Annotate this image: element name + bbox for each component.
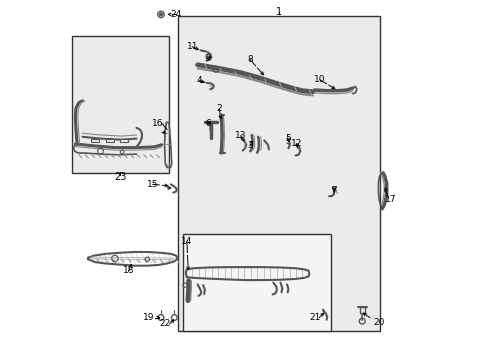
Text: 3: 3 bbox=[246, 141, 252, 150]
Text: 8: 8 bbox=[246, 55, 252, 64]
Bar bbox=[178, 16, 379, 331]
Bar bbox=[106, 139, 114, 142]
Text: 10: 10 bbox=[314, 76, 325, 85]
Text: 4: 4 bbox=[196, 76, 202, 85]
Bar bbox=[72, 36, 168, 173]
Text: 2: 2 bbox=[216, 104, 222, 113]
Text: 15: 15 bbox=[147, 180, 158, 189]
Text: 23: 23 bbox=[114, 172, 126, 182]
Bar bbox=[120, 139, 128, 142]
Text: 6: 6 bbox=[205, 118, 211, 127]
Text: 20: 20 bbox=[373, 318, 384, 327]
Text: 17: 17 bbox=[384, 195, 395, 204]
Text: 12: 12 bbox=[290, 139, 302, 148]
Text: 19: 19 bbox=[143, 313, 155, 322]
Text: 24: 24 bbox=[170, 10, 182, 19]
Text: 21: 21 bbox=[308, 313, 320, 322]
Text: 1: 1 bbox=[275, 6, 281, 17]
Text: 11: 11 bbox=[186, 42, 198, 51]
Text: 5: 5 bbox=[285, 134, 291, 143]
Text: 9: 9 bbox=[204, 54, 209, 63]
Text: 16: 16 bbox=[151, 118, 163, 127]
Bar bbox=[183, 234, 330, 331]
Bar bbox=[91, 139, 99, 142]
Text: 13: 13 bbox=[235, 131, 246, 140]
Text: 7: 7 bbox=[330, 186, 336, 194]
Text: 22: 22 bbox=[159, 320, 170, 328]
Circle shape bbox=[159, 13, 162, 16]
Text: 14: 14 bbox=[181, 237, 192, 246]
Text: 18: 18 bbox=[122, 266, 134, 275]
